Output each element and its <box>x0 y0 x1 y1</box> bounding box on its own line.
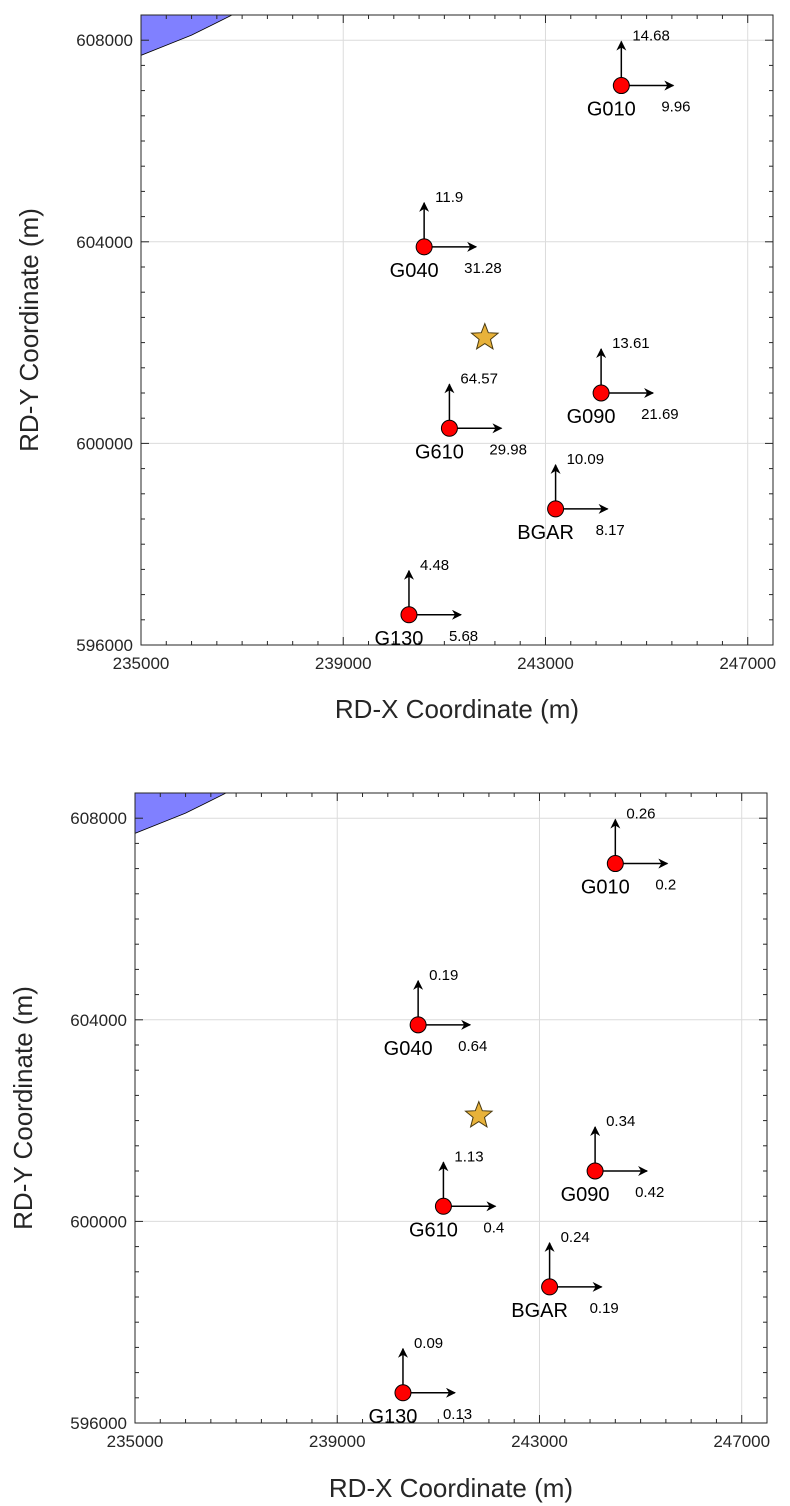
station-label: G040 <box>384 1038 433 1060</box>
east-value-label: 0.42 <box>635 1184 664 1201</box>
north-value-label: 14.68 <box>632 28 670 45</box>
epicenter-star <box>470 322 500 351</box>
east-value-label: 5.68 <box>449 628 478 645</box>
x-tick-label: 235000 <box>113 654 170 673</box>
north-value-label: 13.61 <box>612 335 650 352</box>
station-label: G610 <box>415 441 464 463</box>
station-marker <box>409 1016 427 1034</box>
x-axis-label: RD-X Coordinate (m) <box>329 1473 573 1503</box>
water-layer <box>135 793 227 834</box>
east-value-label: 0.19 <box>590 1300 619 1317</box>
north-value-label: 10.09 <box>567 451 605 468</box>
station-g090: 0.34 0.42 G090 <box>561 1113 665 1206</box>
station-g610: 1.13 0.4 G610 <box>409 1148 504 1241</box>
north-value-label: 0.26 <box>626 806 655 823</box>
east-value-label: 8.17 <box>596 522 625 539</box>
station-g610: 64.57 29.98 G610 <box>415 370 527 463</box>
station-label: G010 <box>581 877 630 899</box>
station-marker <box>434 1197 452 1215</box>
station-g010: 0.26 0.2 G010 <box>581 806 676 899</box>
y-tick-label: 608000 <box>76 31 133 50</box>
east-value-label: 29.98 <box>489 441 527 458</box>
axes-box <box>134 792 768 1424</box>
station-marker <box>612 77 630 95</box>
station-label: BGAR <box>511 1300 568 1322</box>
y-axis-label: RD-Y Coordinate (m) <box>14 208 44 452</box>
east-value-label: 0.2 <box>655 877 676 894</box>
station-bgar: 0.24 0.19 BGAR <box>511 1229 619 1322</box>
map-panel-2: 235000 239000 243000 247000 596000 600000 6040… <box>8 792 770 1503</box>
station-g130: 4.48 5.68 G130 <box>374 557 478 650</box>
x-tick-label: 247000 <box>719 654 776 673</box>
station-label: G010 <box>587 99 636 121</box>
station-label: G040 <box>390 260 439 282</box>
east-value-label: 9.96 <box>661 99 690 116</box>
station-marker <box>606 855 624 873</box>
station-g040: 11.9 31.28 G040 <box>390 189 502 282</box>
x-tick-label: 247000 <box>713 1432 770 1451</box>
station-g040: 0.19 0.64 G040 <box>384 967 488 1060</box>
north-value-label: 64.57 <box>460 370 498 387</box>
y-tick-label: 600000 <box>76 434 133 453</box>
x-tick-label: 243000 <box>511 1432 568 1451</box>
north-value-label: 0.34 <box>606 1113 635 1130</box>
east-value-label: 0.13 <box>443 1406 472 1423</box>
station-marker <box>541 1278 559 1296</box>
water-layer <box>141 15 233 56</box>
epicenter-star <box>464 1100 494 1129</box>
station-g130: 0.09 0.13 G130 <box>368 1335 472 1428</box>
station-marker <box>592 384 610 402</box>
station-bgar: 10.09 8.17 BGAR <box>517 451 625 544</box>
station-marker <box>586 1162 604 1180</box>
east-value-label: 0.64 <box>458 1038 487 1055</box>
station-marker <box>440 419 458 437</box>
x-tick-label: 235000 <box>107 1432 164 1451</box>
water-area <box>135 793 227 834</box>
y-tick-label: 608000 <box>70 809 127 828</box>
station-marker <box>415 238 433 256</box>
x-axis-label: RD-X Coordinate (m) <box>335 694 579 724</box>
map-panel-1: 235000 239000 243000 247000 596000 600000 6040… <box>14 14 776 724</box>
north-value-label: 0.24 <box>561 1229 590 1246</box>
y-tick-label: 604000 <box>76 233 133 252</box>
station-marker <box>394 1384 412 1402</box>
station-g010: 14.68 9.96 G010 <box>587 28 691 121</box>
water-area <box>141 15 233 56</box>
x-tick-label: 239000 <box>315 654 372 673</box>
y-tick-label: 604000 <box>70 1011 127 1030</box>
y-tick-label: 596000 <box>70 1414 127 1433</box>
station-label: G090 <box>561 1184 610 1206</box>
station-label: BGAR <box>517 522 574 544</box>
y-tick-label: 600000 <box>70 1212 127 1231</box>
station-label: G130 <box>374 628 423 650</box>
station-marker <box>547 500 565 518</box>
north-value-label: 1.13 <box>454 1148 483 1165</box>
station-label: G090 <box>567 406 616 428</box>
north-value-label: 11.9 <box>435 189 463 206</box>
east-value-label: 31.28 <box>464 260 502 277</box>
x-tick-label: 239000 <box>309 1432 366 1451</box>
x-tick-label: 243000 <box>517 654 574 673</box>
axes-box <box>140 14 774 646</box>
north-value-label: 0.19 <box>429 967 458 984</box>
station-g090: 13.61 21.69 G090 <box>567 335 679 428</box>
east-value-label: 21.69 <box>641 406 679 423</box>
north-value-label: 4.48 <box>420 557 449 574</box>
y-axis-label: RD-Y Coordinate (m) <box>8 986 38 1230</box>
north-value-label: 0.09 <box>414 1335 443 1352</box>
station-marker <box>400 606 418 624</box>
east-value-label: 0.4 <box>483 1219 504 1236</box>
station-label: G130 <box>368 1406 417 1428</box>
y-tick-label: 596000 <box>76 636 133 655</box>
station-label: G610 <box>409 1219 458 1241</box>
